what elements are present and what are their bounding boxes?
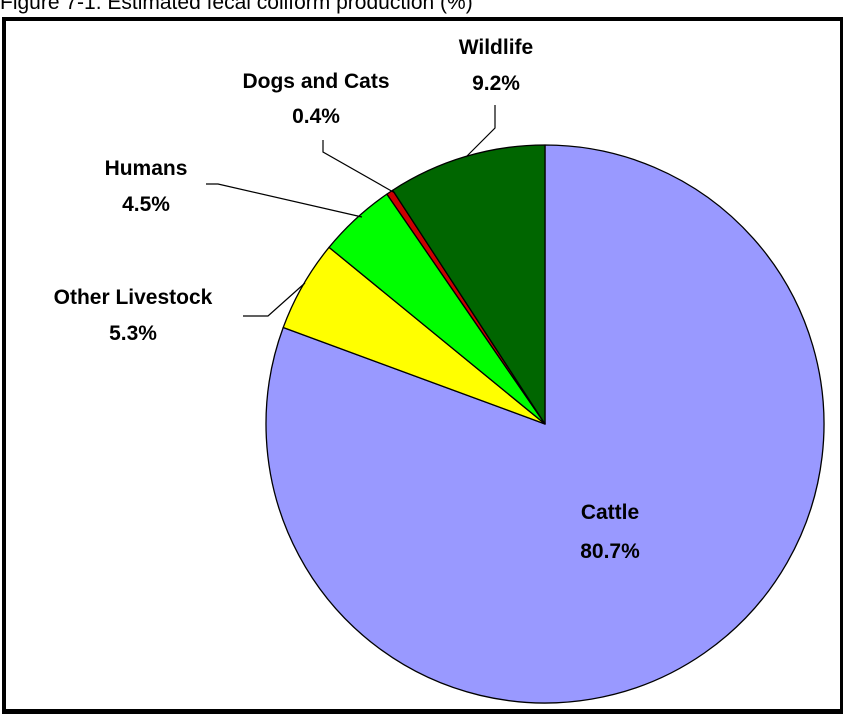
leader-line-dogs-and-cats: [322, 140, 396, 194]
slice-value-humans: 4.5%: [122, 193, 170, 216]
leader-line-humans: [206, 183, 363, 218]
leader-lines: [206, 105, 496, 317]
pie-slices: [265, 144, 825, 704]
slice-value-dogs-and-cats: 0.4%: [292, 105, 340, 128]
slice-value-cattle: 80.7%: [580, 540, 640, 563]
slice-label-wildlife: Wildlife: [459, 36, 533, 59]
figure-caption: Figure 7-1. Estimated fecal coliform pro…: [0, 0, 473, 14]
slice-label-cattle: Cattle: [581, 501, 639, 524]
slice-label-dogs-and-cats: Dogs and Cats: [242, 70, 389, 93]
slice-label-other-livestock: Other Livestock: [54, 286, 213, 309]
slice-value-wildlife: 9.2%: [472, 72, 520, 95]
pie-slice-cattle: [265, 144, 825, 704]
leader-line-wildlife: [465, 105, 496, 158]
slice-label-humans: Humans: [105, 157, 188, 180]
leader-line-other-livestock: [243, 282, 306, 317]
slice-labels: Cattle 80.7% Other Livestock 5.3% Humans 4.5%…: [54, 36, 640, 563]
pie-slice-wildlife: [392, 144, 546, 425]
slice-value-other-livestock: 5.3%: [109, 322, 157, 345]
